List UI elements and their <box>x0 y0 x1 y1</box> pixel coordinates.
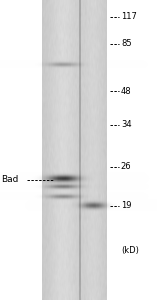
Text: 117: 117 <box>121 12 137 21</box>
Text: (kD): (kD) <box>121 246 139 255</box>
Text: Bad: Bad <box>2 176 19 184</box>
Text: 26: 26 <box>121 162 132 171</box>
Text: 34: 34 <box>121 120 132 129</box>
Text: 85: 85 <box>121 39 132 48</box>
Text: 48: 48 <box>121 87 132 96</box>
Text: 19: 19 <box>121 201 131 210</box>
